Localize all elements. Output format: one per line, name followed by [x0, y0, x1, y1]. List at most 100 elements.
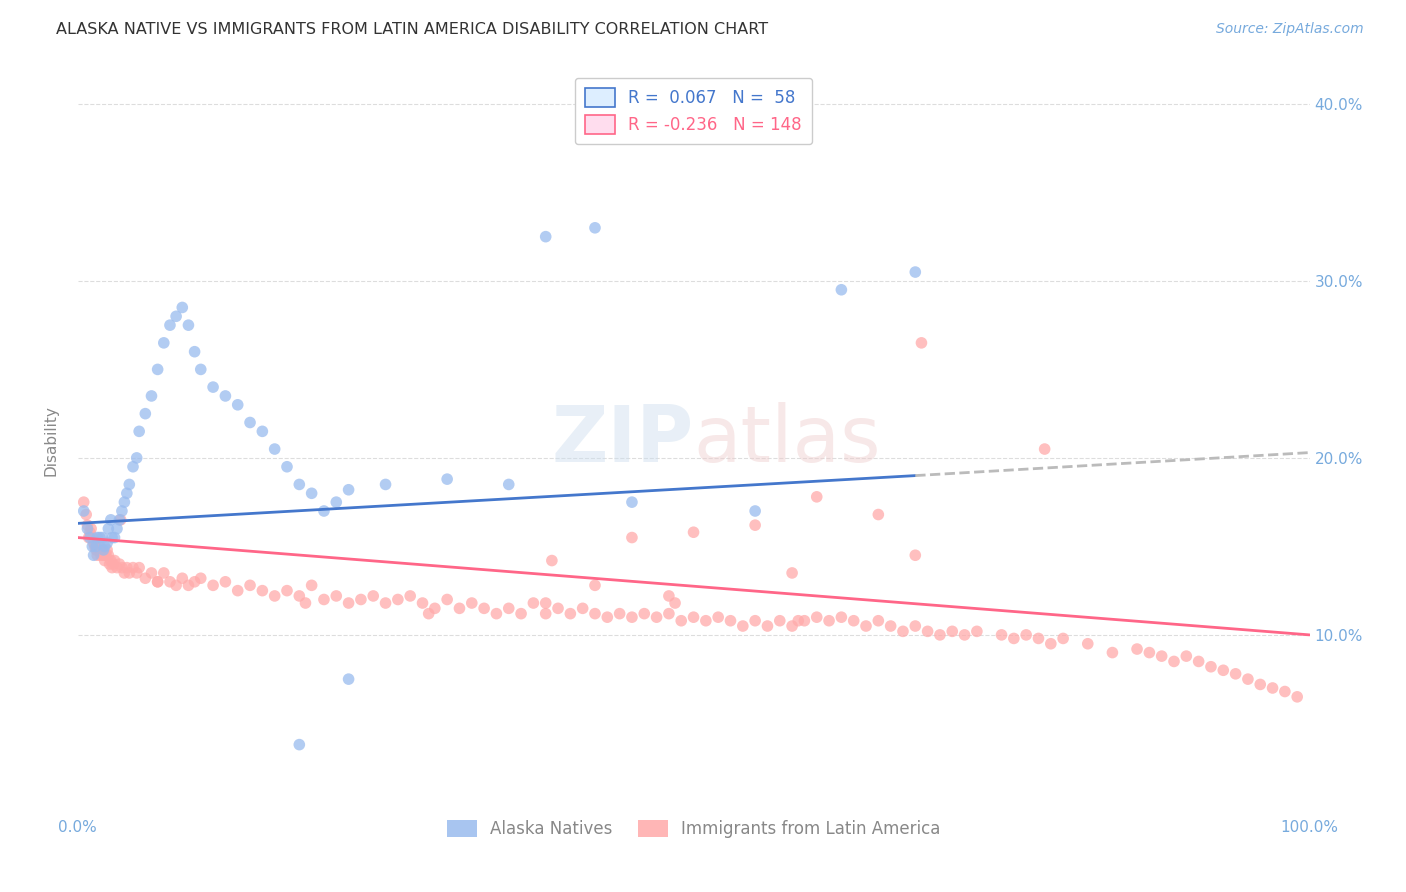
- Point: [436, 472, 458, 486]
- Point: [103, 553, 125, 567]
- Text: ALASKA NATIVE VS IMMIGRANTS FROM LATIN AMERICA DISABILITY CORRELATION CHART: ALASKA NATIVE VS IMMIGRANTS FROM LATIN A…: [56, 22, 768, 37]
- Point: [202, 380, 225, 394]
- Point: [399, 589, 422, 603]
- Point: [312, 504, 335, 518]
- Point: [485, 607, 508, 621]
- Point: [1150, 649, 1173, 664]
- Point: [472, 601, 495, 615]
- Point: [1175, 649, 1198, 664]
- Point: [1163, 655, 1185, 669]
- Point: [76, 522, 98, 536]
- Point: [1033, 442, 1056, 456]
- Point: [108, 557, 131, 571]
- Point: [79, 525, 101, 540]
- Point: [141, 566, 163, 580]
- Point: [177, 318, 200, 333]
- Point: [84, 543, 107, 558]
- Point: [436, 592, 458, 607]
- Point: [1261, 681, 1284, 695]
- Point: [80, 522, 103, 536]
- Point: [226, 398, 249, 412]
- Point: [423, 601, 446, 615]
- Point: [1015, 628, 1038, 642]
- Point: [830, 610, 852, 624]
- Point: [90, 548, 112, 562]
- Point: [953, 628, 976, 642]
- Point: [374, 477, 396, 491]
- Point: [86, 548, 108, 562]
- Point: [325, 589, 347, 603]
- Point: [112, 495, 135, 509]
- Point: [83, 536, 105, 550]
- Point: [780, 619, 803, 633]
- Point: [337, 483, 360, 497]
- Point: [620, 610, 643, 624]
- Point: [239, 416, 262, 430]
- Point: [583, 220, 606, 235]
- Point: [990, 628, 1012, 642]
- Point: [449, 601, 471, 615]
- Point: [1126, 642, 1149, 657]
- Point: [159, 574, 181, 589]
- Point: [100, 513, 122, 527]
- Point: [110, 513, 132, 527]
- Point: [263, 589, 285, 603]
- Point: [583, 607, 606, 621]
- Point: [111, 504, 134, 518]
- Point: [202, 578, 225, 592]
- Point: [658, 607, 681, 621]
- Point: [312, 592, 335, 607]
- Point: [868, 614, 890, 628]
- Point: [288, 738, 311, 752]
- Point: [153, 335, 176, 350]
- Point: [86, 531, 108, 545]
- Point: [547, 601, 569, 615]
- Point: [633, 607, 655, 621]
- Point: [288, 589, 311, 603]
- Point: [93, 548, 115, 562]
- Point: [891, 624, 914, 639]
- Point: [868, 508, 890, 522]
- Point: [596, 610, 619, 624]
- Point: [97, 548, 120, 562]
- Point: [904, 265, 927, 279]
- Point: [609, 607, 631, 621]
- Point: [929, 628, 952, 642]
- Point: [325, 495, 347, 509]
- Point: [461, 596, 484, 610]
- Point: [105, 522, 128, 536]
- Text: ZIP: ZIP: [551, 402, 693, 478]
- Point: [793, 614, 815, 628]
- Point: [125, 450, 148, 465]
- Point: [79, 531, 101, 545]
- Y-axis label: Disability: Disability: [44, 405, 58, 475]
- Point: [818, 614, 841, 628]
- Point: [134, 571, 156, 585]
- Point: [1237, 672, 1260, 686]
- Point: [1002, 632, 1025, 646]
- Point: [122, 560, 145, 574]
- Point: [153, 566, 176, 580]
- Point: [361, 589, 384, 603]
- Point: [842, 614, 865, 628]
- Point: [658, 589, 681, 603]
- Point: [583, 578, 606, 592]
- Point: [707, 610, 730, 624]
- Point: [806, 490, 828, 504]
- Point: [1225, 666, 1247, 681]
- Point: [1249, 677, 1271, 691]
- Point: [252, 583, 274, 598]
- Point: [93, 543, 115, 558]
- Point: [534, 607, 557, 621]
- Point: [172, 571, 194, 585]
- Point: [83, 548, 105, 562]
- Point: [73, 495, 96, 509]
- Point: [83, 540, 105, 554]
- Point: [111, 560, 134, 574]
- Point: [89, 540, 111, 554]
- Point: [1039, 637, 1062, 651]
- Point: [190, 362, 212, 376]
- Point: [510, 607, 533, 621]
- Point: [1101, 646, 1123, 660]
- Point: [165, 578, 187, 592]
